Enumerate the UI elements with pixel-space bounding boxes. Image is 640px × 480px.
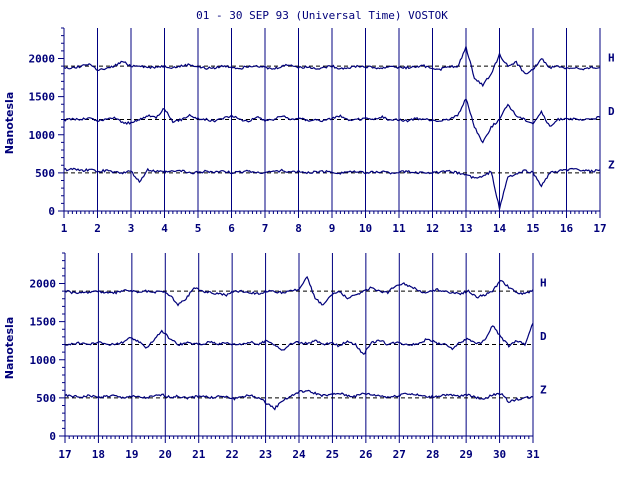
- y-tick-label: 500: [36, 392, 56, 405]
- x-tick-label: 1: [61, 222, 68, 235]
- x-tick-label: 26: [359, 448, 373, 461]
- series-line-H: [64, 275, 534, 307]
- x-tick-label: 17: [593, 222, 606, 235]
- series-line-Z: [64, 389, 534, 411]
- x-tick-label: 22: [226, 448, 239, 461]
- x-tick-label: 30: [493, 448, 506, 461]
- y-tick-label: 0: [49, 430, 56, 443]
- panel-bottom: 0 500 1000 1500 2000 17 18 19 20 21 22 23 24 25 26 27 28…: [30, 252, 547, 461]
- x-tick-label: 9: [329, 222, 336, 235]
- x-tick-label: 15: [526, 222, 539, 235]
- series-label-H: H: [608, 52, 615, 65]
- series-label-H: H: [540, 277, 547, 290]
- y-tick-label: 1500: [29, 91, 56, 104]
- x-tick-label: 21: [192, 448, 206, 461]
- x-tick-label: 3: [128, 222, 135, 235]
- series-line-D: [64, 322, 534, 355]
- y-tick-label: 1000: [30, 354, 57, 367]
- x-tick-label: 6: [228, 222, 235, 235]
- x-tick-label: 5: [195, 222, 202, 235]
- y-tick-label: 0: [48, 205, 55, 218]
- x-tick-label: 7: [262, 222, 269, 235]
- series-line-H: [63, 44, 601, 88]
- x-tick-label: 23: [259, 448, 272, 461]
- x-tick-label: 13: [459, 222, 472, 235]
- x-tick-label: 27: [393, 448, 406, 461]
- x-tick-label: 4: [161, 222, 168, 235]
- series-line-D: [63, 97, 601, 144]
- y-tick-label: 1000: [29, 129, 56, 142]
- x-tick-label: 29: [460, 448, 473, 461]
- x-tick-label: 16: [560, 222, 574, 235]
- y-axis-label-top: Nanotesla: [3, 92, 16, 154]
- x-tick-label: 24: [292, 448, 306, 461]
- x-tick-label: 25: [326, 448, 339, 461]
- y-tick-label: 1500: [30, 316, 57, 329]
- x-tick-label: 31: [526, 448, 540, 461]
- x-tick-label: 18: [92, 448, 105, 461]
- x-tick-label: 12: [426, 222, 439, 235]
- x-tick-label: 28: [426, 448, 439, 461]
- y-axis-label-bottom: Nanotesla: [3, 317, 16, 379]
- x-tick-label: 20: [159, 448, 172, 461]
- series-line-Z: [63, 167, 601, 210]
- x-tick-label: 8: [295, 222, 302, 235]
- x-tick-label: 14: [493, 222, 507, 235]
- x-tick-label: 19: [125, 448, 138, 461]
- series-label-Z: Z: [540, 383, 547, 396]
- series-label-Z: Z: [608, 158, 615, 171]
- series-label-D: D: [608, 105, 615, 118]
- y-tick-label: 2000: [30, 278, 57, 291]
- x-tick-label: 2: [94, 222, 101, 235]
- series-label-D: D: [540, 330, 547, 343]
- chart-title: 01 - 30 SEP 93 (Universal Time) VOSTOK: [196, 9, 448, 22]
- x-tick-label: 17: [58, 448, 71, 461]
- y-tick-label: 500: [35, 167, 55, 180]
- x-tick-label: 11: [392, 222, 406, 235]
- x-tick-label: 10: [359, 222, 372, 235]
- y-tick-label: 2000: [29, 53, 56, 66]
